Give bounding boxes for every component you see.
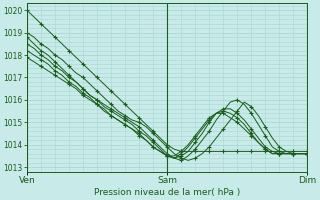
X-axis label: Pression niveau de la mer( hPa ): Pression niveau de la mer( hPa ) (94, 188, 240, 197)
